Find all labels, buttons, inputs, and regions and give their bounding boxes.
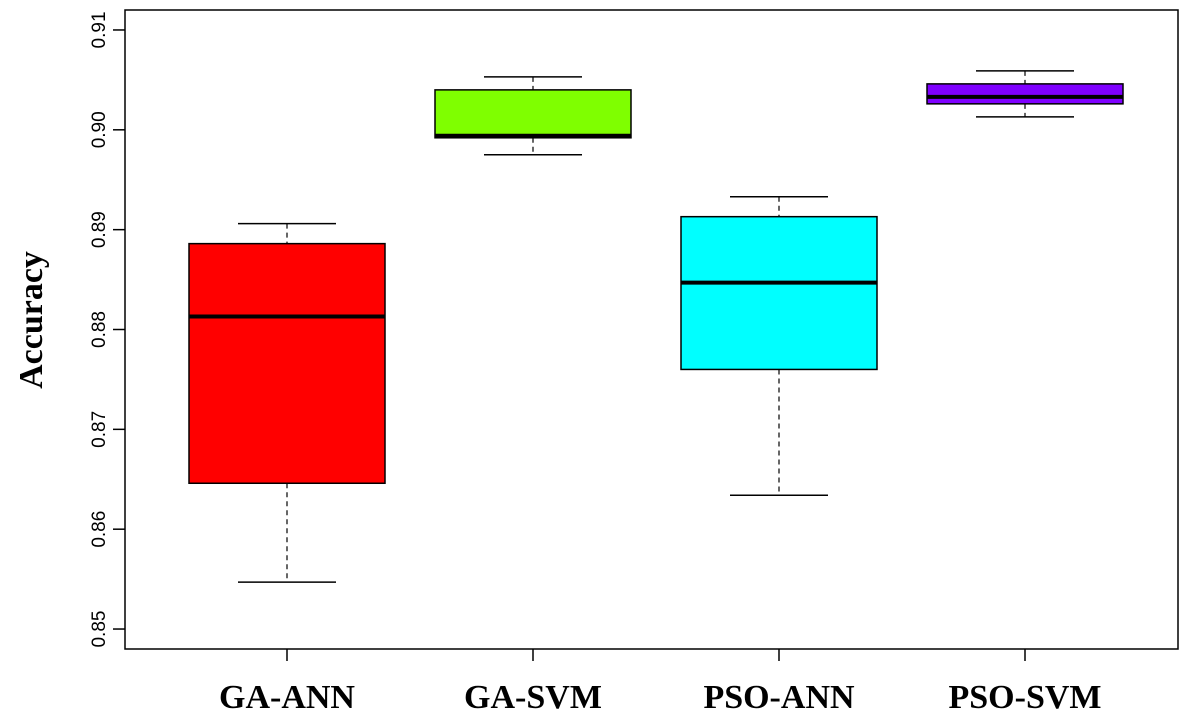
y-axis-label: Accuracy [13,251,50,389]
y-tick-label: 0.91 [89,11,110,48]
box-pso-svm [926,70,1124,118]
x-tick-label: GA-SVM [464,679,602,716]
y-axis: 0.85 0.86 0.87 0.88 0.89 0.90 0.91 [89,11,125,648]
y-tick-label: 0.89 [89,211,110,248]
x-tick-label: GA-ANN [219,679,355,716]
iqr-box [434,89,632,139]
x-tick-label: PSO-SVM [949,679,1102,716]
x-axis: GA-ANN GA-SVM PSO-ANN PSO-SVM [219,649,1102,716]
y-tick-label: 0.90 [89,111,110,148]
y-tick-label: 0.86 [89,511,110,548]
y-tick-label: 0.88 [89,311,110,348]
box-ga-ann [188,222,386,583]
iqr-box [926,83,1124,105]
box-pso-ann [680,195,878,496]
x-tick-label: PSO-ANN [703,679,855,716]
iqr-box [680,215,878,371]
box-ga-svm [434,76,632,156]
iqr-box [188,242,386,485]
y-tick-label: 0.87 [89,411,110,448]
boxes-group [188,70,1124,583]
y-tick-label: 0.85 [89,611,110,648]
